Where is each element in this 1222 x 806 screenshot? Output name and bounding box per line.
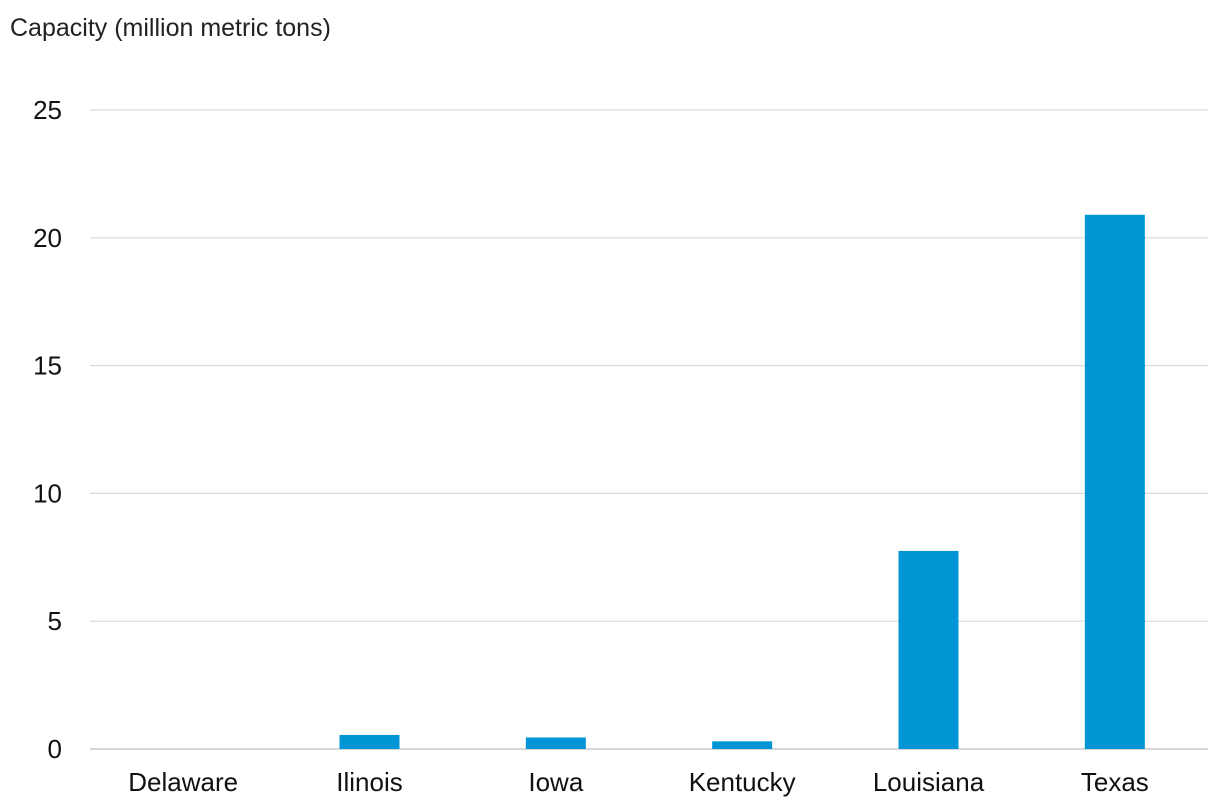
bar-kentucky <box>712 741 773 749</box>
x-tick-label: Ilinois <box>336 767 402 797</box>
bar-iowa <box>525 737 586 749</box>
y-tick-label: 15 <box>33 351 62 381</box>
x-axis-ticks: Delaware Ilinois Iowa Kentucky Louisiana Texa… <box>128 767 1149 797</box>
gridlines <box>90 109 1208 750</box>
y-tick-label: 5 <box>48 606 62 636</box>
bars <box>339 214 1145 749</box>
bar-louisiana <box>898 550 959 749</box>
y-tick-label: 20 <box>33 223 62 253</box>
bar-ilinois <box>339 734 400 749</box>
y-tick-label: 25 <box>33 95 62 125</box>
x-tick-label: Delaware <box>128 767 238 797</box>
x-tick-label: Kentucky <box>689 767 796 797</box>
y-tick-label: 10 <box>33 478 62 508</box>
bar-texas <box>1084 214 1145 749</box>
y-axis-ticks: 0 5 10 15 20 25 <box>33 95 62 764</box>
y-axis-title: Capacity (million metric tons) <box>10 14 331 42</box>
x-tick-label: Iowa <box>528 767 583 797</box>
x-tick-label: Texas <box>1081 767 1149 797</box>
x-tick-label: Louisiana <box>873 767 985 797</box>
y-tick-label: 0 <box>48 734 62 764</box>
